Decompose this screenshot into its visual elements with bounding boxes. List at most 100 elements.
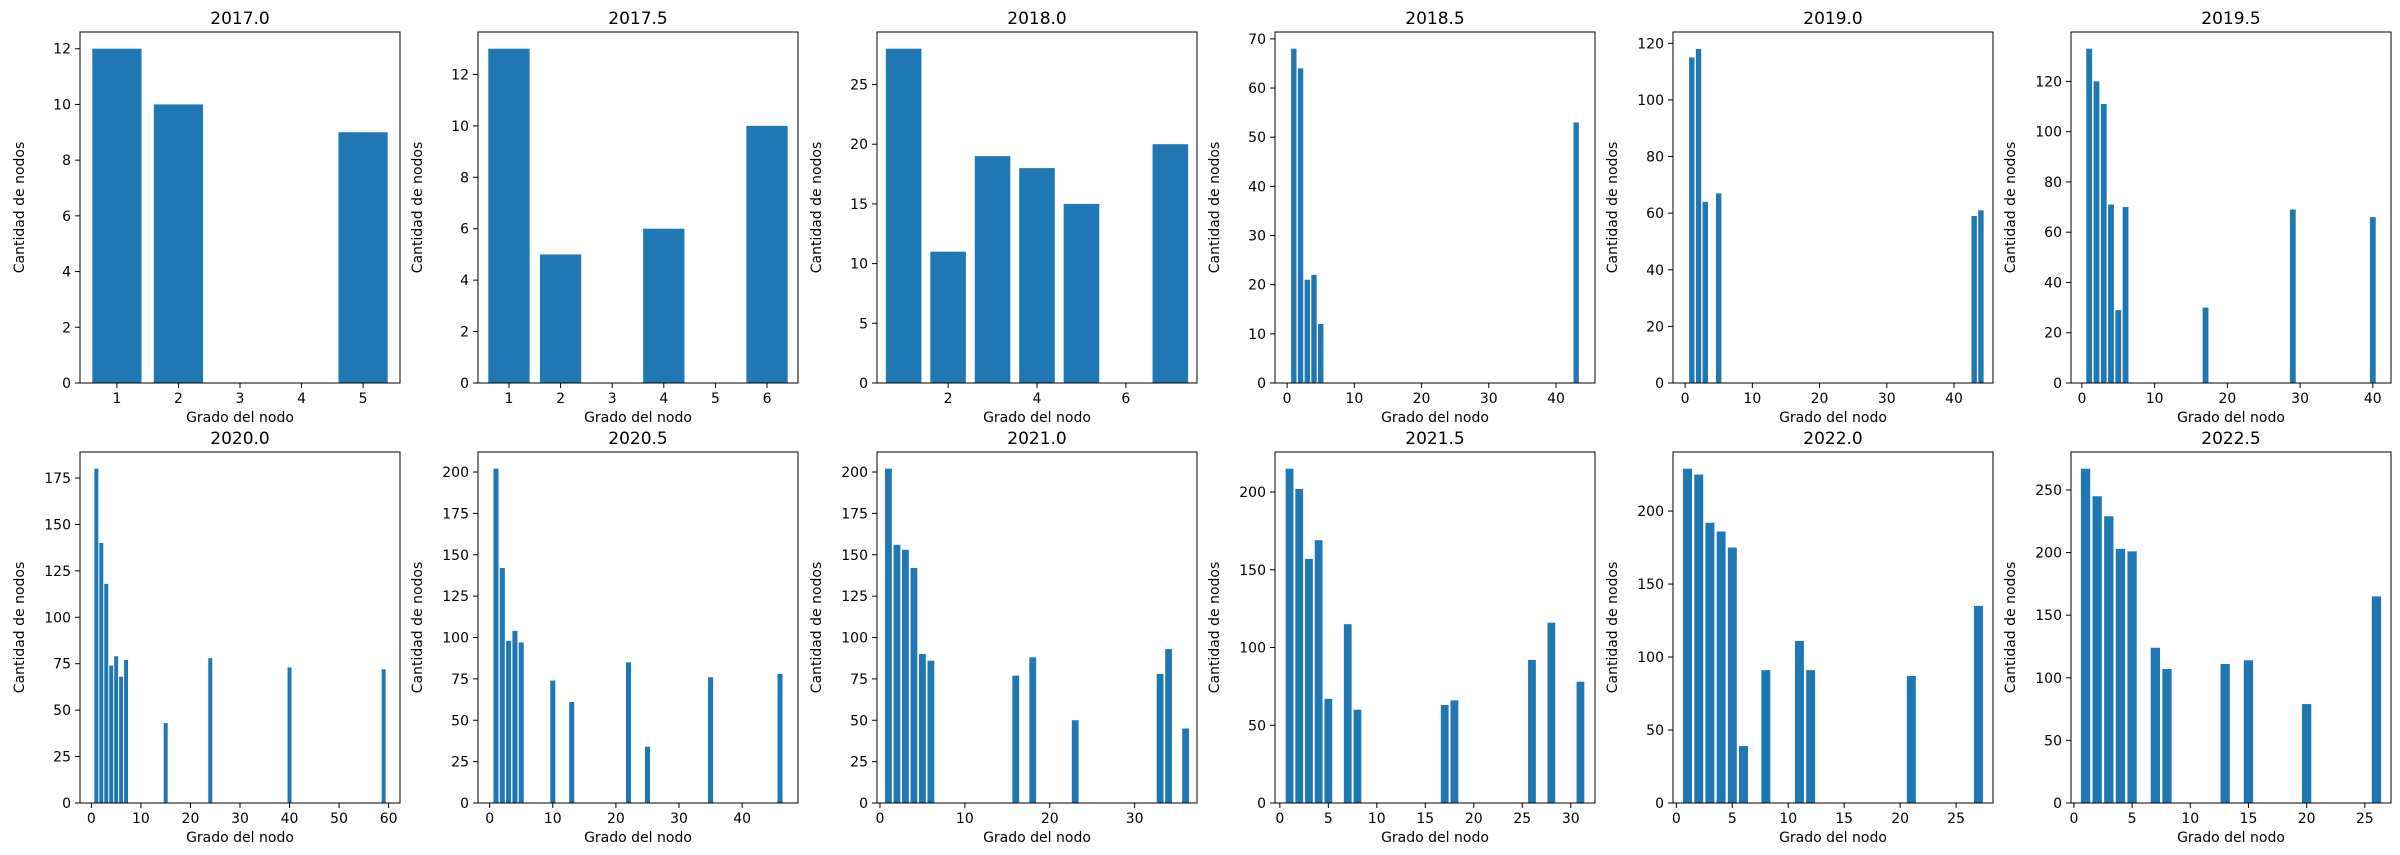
y-tick-label: 60 <box>1248 81 1266 97</box>
bar <box>2115 310 2122 383</box>
y-tick-label: 60 <box>1646 206 1664 222</box>
x-tick-label: 2 <box>174 391 183 407</box>
x-axis-label: Grado del nodo <box>186 410 294 426</box>
x-tick-label: 10 <box>2181 811 2199 827</box>
x-tick-label: 2 <box>944 391 953 407</box>
y-tick-label: 100 <box>2035 671 2062 687</box>
x-tick-label: 20 <box>1811 391 1829 407</box>
bar <box>1304 279 1310 383</box>
bar <box>1727 547 1737 803</box>
y-tick-label: 50 <box>53 703 71 719</box>
bar <box>2369 217 2376 383</box>
axes-frame <box>1672 31 1994 384</box>
x-tick-label: 20 <box>182 811 200 827</box>
x-tick-label: 10 <box>1368 811 1386 827</box>
y-axis-label: Cantidad de nodos <box>2003 142 2019 274</box>
bar <box>2115 548 2126 803</box>
bar <box>1806 670 1816 803</box>
axes-frame <box>1274 451 1596 804</box>
x-tick-label: 0 <box>2069 811 2078 827</box>
y-tick-label: 20 <box>850 137 868 153</box>
subplot-2021-0: 0 10 20 30 0 25 50 75 100 125 150 175 200 2021.0 Grado… <box>809 429 1198 846</box>
x-tick-label: 6 <box>1121 391 1130 407</box>
bar <box>518 642 524 803</box>
bar <box>1739 746 1748 803</box>
y-tick-label: 200 <box>442 465 469 481</box>
x-tick-label: 5 <box>1728 811 1737 827</box>
bar <box>104 583 109 803</box>
y-tick-label: 0 <box>1655 376 1664 392</box>
x-tick-label: 30 <box>670 811 688 827</box>
x-tick-label: 1 <box>112 391 121 407</box>
x-tick-label: 10 <box>956 811 974 827</box>
y-tick-label: 150 <box>1637 577 1664 593</box>
x-tick-label: 25 <box>1947 811 1965 827</box>
y-tick-label: 120 <box>1637 36 1664 52</box>
x-axis-label: Grado del nodo <box>584 410 692 426</box>
bar <box>1450 700 1459 803</box>
x-axis-label: Grado del nodo <box>1381 830 1489 846</box>
y-tick-label: 0 <box>1655 796 1664 812</box>
axes-frame <box>2070 451 2392 804</box>
y-tick-label: 0 <box>62 376 71 392</box>
y-tick-label: 200 <box>841 465 868 481</box>
y-tick-label: 125 <box>442 589 469 605</box>
bar <box>2122 207 2129 383</box>
y-tick-label: 40 <box>1248 179 1266 195</box>
y-axis-label: Cantidad de nodos <box>809 142 825 274</box>
x-axis-label: Grado del nodo <box>983 830 1091 846</box>
x-tick-label: 40 <box>733 811 751 827</box>
y-tick-label: 75 <box>53 657 71 673</box>
chart-title: 2021.0 <box>1007 429 1066 449</box>
x-tick-label: 15 <box>1416 811 1434 827</box>
y-tick-label: 10 <box>1248 327 1266 343</box>
y-tick-label: 0 <box>859 796 868 812</box>
x-tick-label: 30 <box>1562 811 1580 827</box>
x-tick-label: 3 <box>608 391 617 407</box>
x-tick-label: 30 <box>1480 391 1498 407</box>
y-tick-label: 25 <box>850 755 868 771</box>
bar <box>626 662 632 803</box>
y-axis-label: Cantidad de nodos <box>410 142 426 274</box>
y-axis-label: Cantidad de nodos <box>1605 142 1621 274</box>
bar <box>499 568 505 803</box>
y-tick-label: 8 <box>460 170 469 186</box>
bar <box>902 549 909 803</box>
chart-title: 2019.5 <box>2201 9 2260 29</box>
bar <box>163 723 168 803</box>
y-tick-label: 50 <box>451 713 469 729</box>
x-axis-label: Grado del nodo <box>186 830 294 846</box>
subplot-2019-0: 0 10 20 30 40 0 20 40 60 80 100 120 2019.0 Grado del … <box>1605 9 1994 426</box>
bar <box>1156 673 1164 803</box>
bar <box>777 673 783 803</box>
bar <box>1971 215 1977 383</box>
chart-title: 2021.5 <box>1405 429 1464 449</box>
x-tick-label: 25 <box>2356 811 2374 827</box>
bar <box>927 660 935 803</box>
y-tick-label: 175 <box>442 506 469 522</box>
bar <box>550 680 556 803</box>
y-tick-label: 200 <box>2035 546 2062 562</box>
x-tick-label: 0 <box>2077 391 2086 407</box>
y-tick-label: 100 <box>1239 641 1266 657</box>
y-tick-label: 150 <box>1239 563 1266 579</box>
bar <box>1297 68 1304 383</box>
bar <box>338 132 388 383</box>
x-axis-label: Grado del nodo <box>983 410 1091 426</box>
y-tick-label: 175 <box>841 506 868 522</box>
bar <box>1695 48 1702 383</box>
y-axis-label: Cantidad de nodos <box>2003 562 2019 694</box>
y-tick-label: 100 <box>442 631 469 647</box>
bar <box>1576 681 1585 803</box>
bar <box>2100 104 2107 383</box>
y-tick-label: 4 <box>460 273 469 289</box>
bar <box>893 544 901 803</box>
y-tick-label: 0 <box>460 376 469 392</box>
x-tick-label: 40 <box>2364 391 2382 407</box>
y-tick-label: 25 <box>850 78 868 94</box>
x-tick-label: 30 <box>1126 811 1144 827</box>
chart-title: 2022.5 <box>2201 429 2260 449</box>
chart-title: 2019.0 <box>1803 9 1862 29</box>
